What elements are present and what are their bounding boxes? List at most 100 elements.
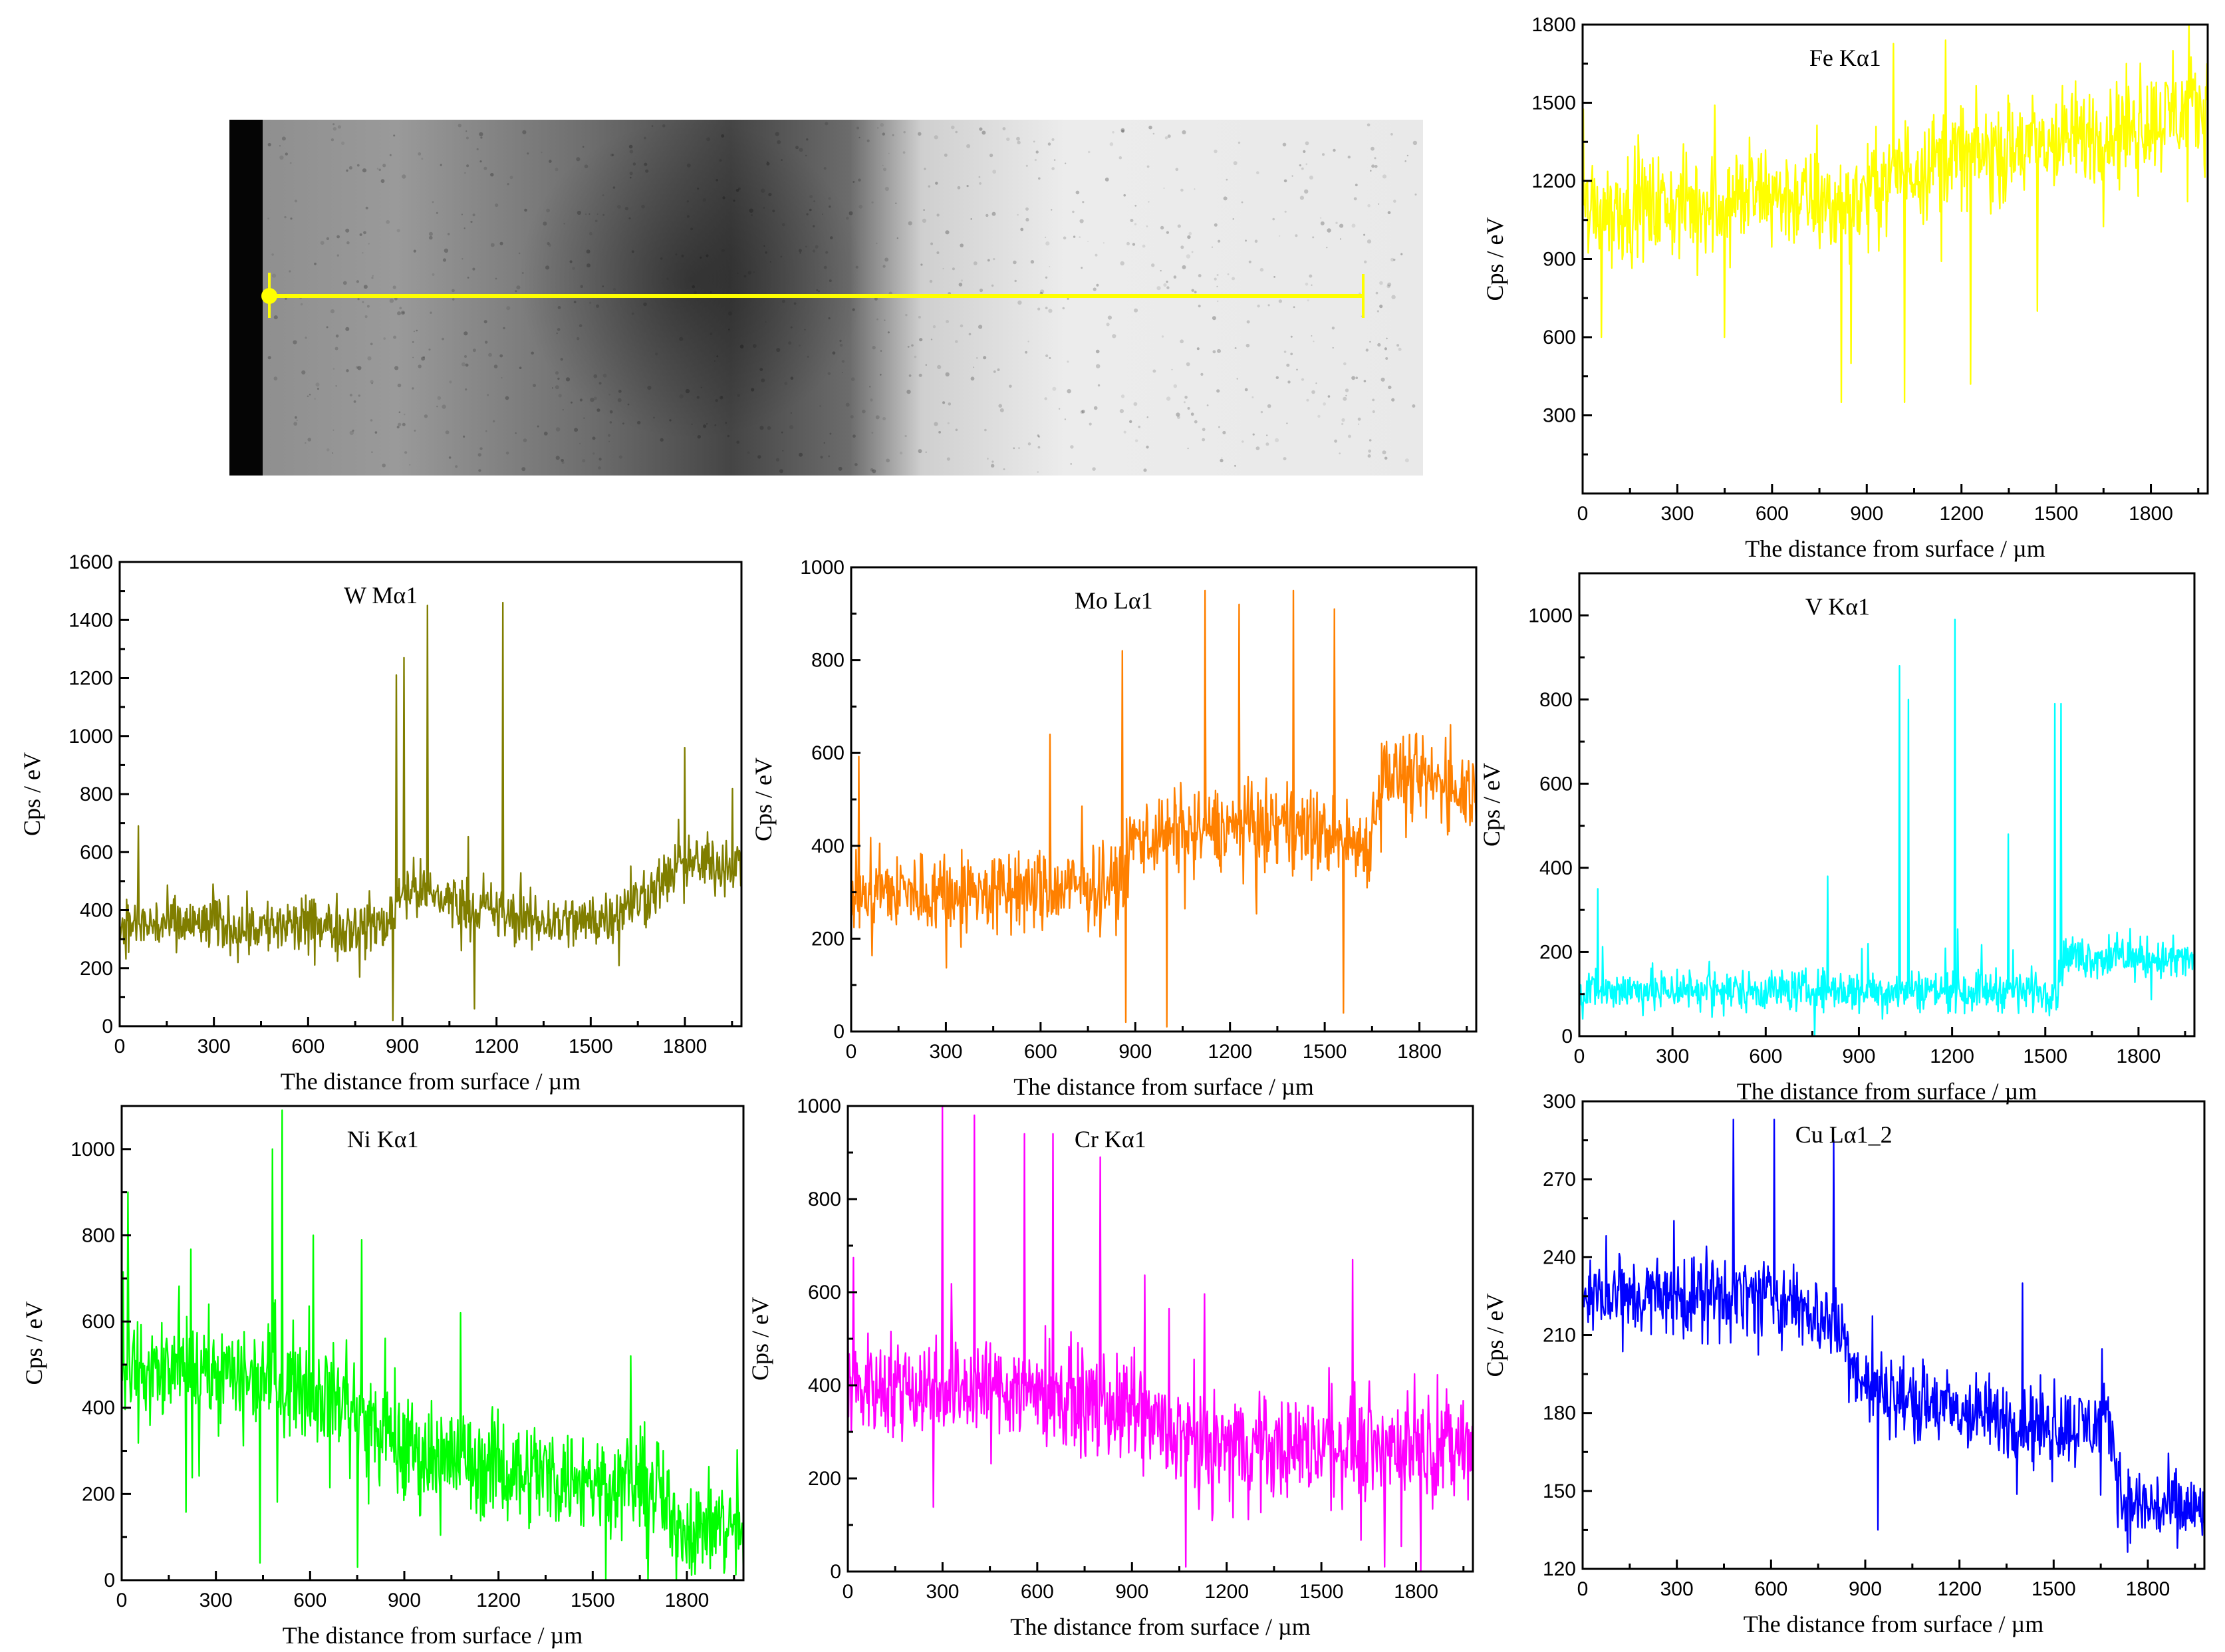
chart-title: Cu Lα1_2 [1795,1121,1893,1148]
x-tick-label: 1800 [1394,1581,1438,1603]
y-tick-label: 0 [102,1016,113,1037]
x-tick-label: 0 [1577,1578,1589,1600]
x-axis-title: The distance from surface / µm [1737,1078,2037,1105]
y-tick-label: 600 [1543,327,1576,348]
x-tick-label: 600 [1754,1578,1787,1600]
x-tick-label: 900 [1118,1041,1152,1063]
chart-panel-3: 0 300 600 900 1200 1500 1800 0 200 400 600 800 1000 M… [750,557,1478,1100]
y-tick-label: 180 [1543,1403,1576,1425]
y-tick-label: 0 [104,1570,115,1591]
micrograph-surface-edge [229,120,263,476]
y-tick-label: 200 [82,1483,115,1505]
x-tick-label: 600 [291,1035,325,1057]
y-tick-label: 240 [1543,1246,1576,1268]
x-tick-label: 900 [386,1035,419,1057]
chart-title: Mo Lα1 [1075,587,1153,614]
x-axis-title: The distance from surface / µm [1745,535,2045,562]
y-tick-label: 200 [1539,941,1573,963]
x-tick-label: 900 [1115,1581,1148,1603]
y-tick-label: 600 [80,841,113,863]
chart-title: V Kα1 [1805,593,1870,620]
y-tick-label: 800 [808,1188,841,1210]
chart-panel-4: 0 300 600 900 1200 1500 1800 0 200 400 600 800 1000 V… [1478,572,2196,1105]
series-line [847,1105,1474,1573]
y-tick-label: 800 [80,783,113,805]
x-axis-title: The distance from surface / µm [283,1622,583,1649]
x-tick-label: 1500 [571,1589,615,1611]
y-axis-title: Cps / eV [747,1297,773,1381]
y-tick-label: 400 [808,1375,841,1397]
plot-frame [118,561,743,1028]
chart-panel-6: 0 300 600 900 1200 1500 1800 0 200 400 600 800 1000 C… [747,1095,1474,1640]
sem-micrograph [229,120,1423,476]
x-tick-label: 1200 [1208,1041,1252,1063]
y-axis-title: Cps / eV [21,1301,47,1385]
x-tick-label: 1800 [2129,503,2173,525]
x-axis-title: The distance from surface / µm [1744,1611,2044,1637]
x-tick-label: 0 [843,1581,854,1603]
y-tick-label: 300 [1543,405,1576,427]
y-tick-label: 900 [1543,249,1576,271]
series-line [1581,23,2209,404]
y-tick-label: 0 [830,1561,841,1583]
y-axis-title: Cps / eV [1482,217,1508,301]
y-tick-label: 1200 [68,668,113,690]
y-axis-title: Cps / eV [1478,763,1505,847]
x-tick-label: 1200 [1939,503,1984,525]
x-tick-label: 1200 [474,1035,519,1057]
y-tick-label: 1200 [1531,170,1576,192]
y-tick-label: 150 [1543,1480,1576,1502]
x-tick-label: 900 [1842,1045,1875,1067]
y-tick-label: 1000 [70,1139,115,1161]
y-tick-label: 400 [811,835,845,857]
x-tick-label: 600 [293,1589,327,1611]
x-tick-label: 1800 [2117,1045,2161,1067]
y-tick-label: 400 [1539,857,1573,879]
x-tick-label: 0 [1574,1045,1585,1067]
y-tick-label: 1000 [1528,605,1573,626]
chart-title: Ni Kα1 [347,1126,419,1153]
x-tick-label: 1800 [2126,1578,2170,1600]
x-tick-label: 1500 [1303,1041,1347,1063]
x-tick-label: 0 [116,1589,128,1611]
y-tick-label: 200 [808,1468,841,1490]
x-tick-label: 900 [1849,1578,1882,1600]
y-tick-label: 0 [1561,1026,1573,1047]
series-line [120,1109,745,1582]
x-tick-label: 900 [388,1589,421,1611]
y-tick-label: 1800 [1531,14,1576,36]
x-axis-title: The distance from surface / µm [1010,1613,1311,1640]
y-tick-label: 300 [1543,1091,1576,1113]
micrograph-speckle [267,122,1418,474]
x-tick-label: 1500 [2034,503,2079,525]
x-tick-label: 0 [1577,503,1589,525]
x-tick-label: 300 [926,1581,959,1603]
chart-panel-1: 0 300 600 900 1200 1500 1800 300 600 900 1200 1500 1… [1482,14,2209,562]
x-axis-title: The distance from surface / µm [281,1068,581,1095]
x-tick-label: 600 [1749,1045,1782,1067]
plot-frame [120,1105,745,1582]
y-tick-label: 0 [833,1021,845,1043]
x-tick-label: 600 [1024,1041,1057,1063]
y-tick-label: 1400 [68,609,113,631]
y-tick-label: 400 [80,900,113,922]
x-tick-label: 300 [929,1041,962,1063]
y-tick-label: 800 [811,650,845,672]
y-tick-label: 1000 [800,557,845,579]
series-line [1578,619,2196,1037]
x-tick-label: 1800 [663,1035,708,1057]
y-tick-label: 600 [82,1311,115,1333]
chart-title: Cr Kα1 [1075,1126,1146,1153]
y-tick-label: 800 [82,1224,115,1246]
y-tick-label: 200 [80,958,113,980]
line-scan-marker [261,273,1365,318]
y-tick-label: 1000 [68,726,113,748]
y-tick-label: 210 [1543,1325,1576,1347]
y-tick-label: 120 [1543,1558,1576,1580]
plot-frame [1578,572,2196,1037]
y-tick-label: 1500 [1531,92,1576,114]
chart-panel-2: 0 300 600 900 1200 1500 1800 0 200 400 600 800 1000 1… [19,551,743,1095]
line-scan-charts: 0 300 600 900 1200 1500 1800300600900120015001… [19,14,2209,1649]
